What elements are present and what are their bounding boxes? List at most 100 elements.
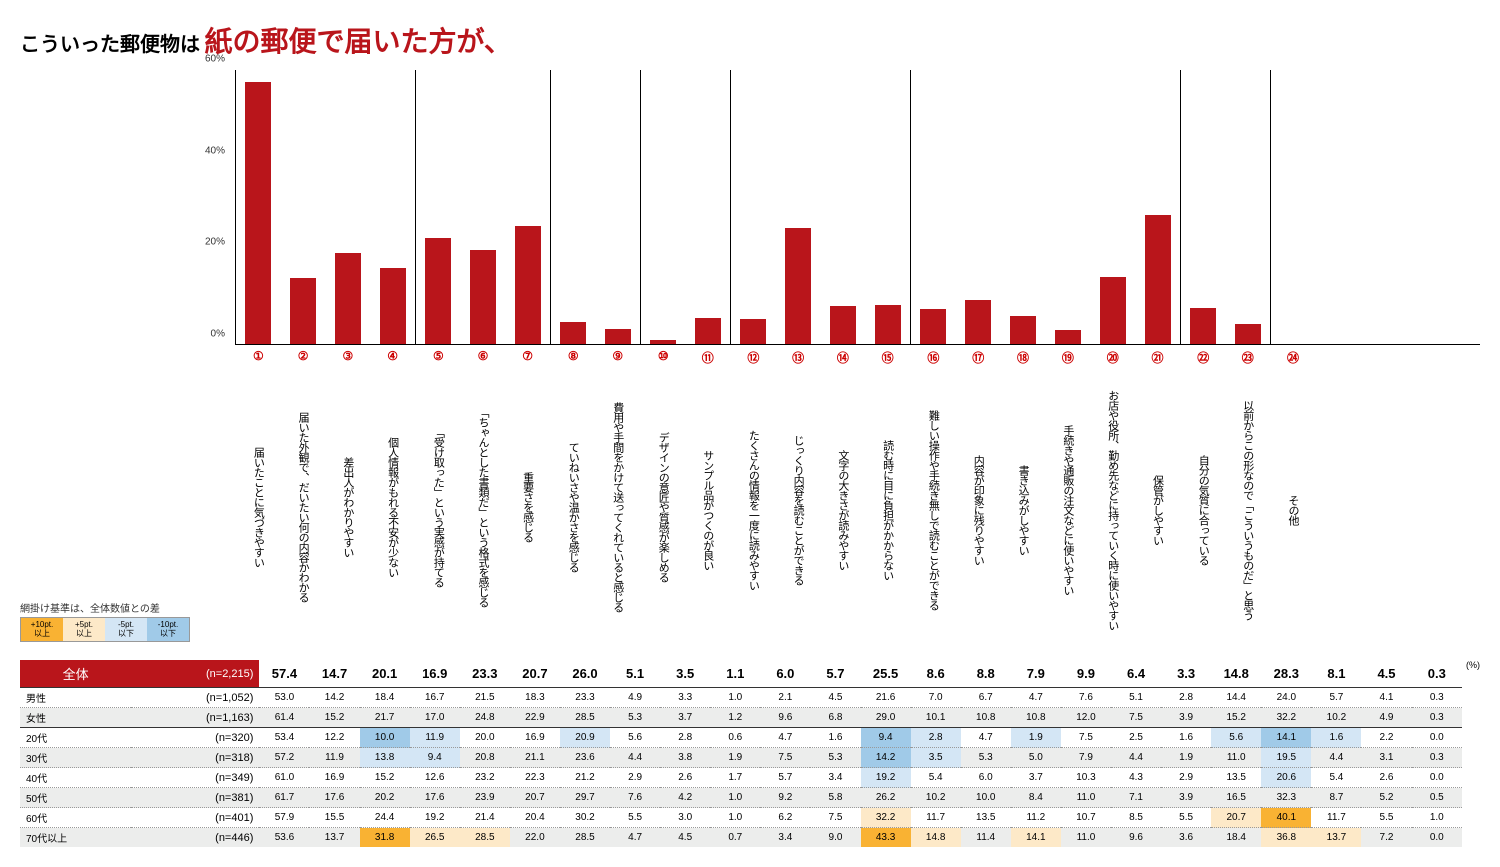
table-cell: 0.7 — [710, 828, 760, 848]
category-number: ⑰ — [965, 349, 991, 366]
category-label: ㉒ 自分の気質に合っている — [1190, 349, 1216, 650]
chart-bar — [380, 268, 406, 345]
table-cell: 10.7 — [1061, 808, 1111, 828]
table-cell: 57.4 — [259, 660, 309, 688]
category-number: ⑧ — [560, 349, 586, 363]
category-label: ③ 差出人がわかりやすい — [335, 349, 361, 650]
table-cell: 22.3 — [510, 768, 560, 788]
page-title: こういった郵便物は 紙の郵便で届いた方が、 — [20, 20, 1480, 60]
table-cell: 5.5 — [1161, 808, 1211, 828]
table-cell: 7.6 — [1061, 688, 1111, 708]
table-cell: 13.8 — [360, 748, 410, 768]
table-cell: 1.9 — [1011, 728, 1061, 748]
table-cell: 2.9 — [1161, 768, 1211, 788]
table-cell: 7.1 — [1111, 788, 1161, 808]
table-cell: 12.6 — [410, 768, 460, 788]
table-cell: 26.2 — [861, 788, 911, 808]
table-cell: 32.2 — [1261, 708, 1311, 728]
table-cell: 1.0 — [1412, 808, 1462, 828]
row-n: (n=381) — [131, 788, 259, 808]
table-cell: 10.8 — [1011, 708, 1061, 728]
table-cell: 32.3 — [1261, 788, 1311, 808]
table-cell: 3.7 — [1011, 768, 1061, 788]
table-cell: 5.0 — [1011, 748, 1061, 768]
table-row: 男性 (n=1,052) 53.014.218.416.721.518.323.… — [20, 688, 1462, 708]
table-cell: 2.2 — [1361, 728, 1411, 748]
chart-bar — [875, 305, 901, 345]
chart-bar — [470, 250, 496, 345]
table-cell: 7.2 — [1361, 828, 1411, 848]
table-cell: 9.4 — [410, 748, 460, 768]
table-cell: 4.7 — [610, 828, 660, 848]
table-cell: 14.7 — [309, 660, 359, 688]
table-cell: 4.5 — [1361, 660, 1411, 688]
table-cell: 21.4 — [460, 808, 510, 828]
table-cell: 11.9 — [410, 728, 460, 748]
category-label: ㉔ その他 — [1280, 349, 1306, 650]
table-cell: 7.9 — [1061, 748, 1111, 768]
table-row: 50代 (n=381) 61.717.620.217.623.920.729.7… — [20, 788, 1462, 808]
table-cell: 40.1 — [1261, 808, 1311, 828]
chart-bar — [425, 238, 451, 345]
table-cell: 31.8 — [360, 828, 410, 848]
table-cell: 2.1 — [760, 688, 810, 708]
category-text: 保管がしやすい — [1150, 370, 1166, 650]
table-cell: 21.2 — [560, 768, 610, 788]
y-axis-label: 20% — [205, 237, 225, 248]
table-cell: 61.4 — [259, 708, 309, 728]
row-name: 50代 — [20, 788, 131, 808]
legend-cell: -10pt.以下 — [147, 618, 189, 641]
chart-bar — [245, 82, 271, 345]
legend-cell: -5pt.以下 — [105, 618, 147, 641]
category-number: ⑮ — [875, 349, 901, 366]
table-cell: 2.6 — [660, 768, 710, 788]
table-cell: 2.8 — [660, 728, 710, 748]
table-cell: 0.3 — [1412, 708, 1462, 728]
category-label: ⑫ たくさんの情報を一度に読みやすい — [740, 349, 766, 650]
table-cell: 28.5 — [460, 828, 510, 848]
table-cell: 7.5 — [1111, 708, 1161, 728]
table-cell: 5.6 — [610, 728, 660, 748]
table-cell: 6.7 — [961, 688, 1011, 708]
table-cell: 3.0 — [660, 808, 710, 828]
row-n: (n=401) — [131, 808, 259, 828]
table-cell: 2.5 — [1111, 728, 1161, 748]
category-text: 難しい操作や手続き無しで読むことができる — [925, 370, 941, 650]
table-cell: 20.7 — [510, 660, 560, 688]
table-cell: 7.5 — [760, 748, 810, 768]
category-text: 以前からこの形なので「こういうものだ」と思う — [1240, 370, 1256, 650]
table-cell: 1.2 — [710, 708, 760, 728]
table-cell: 26.5 — [410, 828, 460, 848]
title-highlight: 紙の郵便で届いた方が、 — [204, 26, 511, 57]
category-text: 費用や手間をかけて送ってくれていると感じる — [610, 367, 626, 647]
chart-bar — [335, 253, 361, 345]
category-text: じっくり内容を読むことができる — [790, 370, 806, 650]
category-text: 内容が印象に残りやすい — [970, 370, 986, 650]
category-text: 「ちゃんとした書類だ」という格式を感じる — [475, 367, 491, 647]
table-cell: 7.9 — [1011, 660, 1061, 688]
table-cell: 14.2 — [309, 688, 359, 708]
percent-label: (%) — [1462, 660, 1480, 670]
table-cell: 5.4 — [1311, 768, 1361, 788]
table-cell: 19.5 — [1261, 748, 1311, 768]
table-cell: 10.2 — [911, 788, 961, 808]
table-cell: 57.9 — [259, 808, 309, 828]
table-cell: 0.5 — [1412, 788, 1462, 808]
table-cell: 53.4 — [259, 728, 309, 748]
table-cell: 1.9 — [1161, 748, 1211, 768]
table-cell: 10.0 — [360, 728, 410, 748]
table-cell: 5.5 — [1361, 808, 1411, 828]
category-label: ⑨ 費用や手間をかけて送ってくれていると感じる — [605, 349, 631, 650]
table-cell: 10.0 — [961, 788, 1011, 808]
chart-bar — [1190, 308, 1216, 345]
table-cell: 32.2 — [861, 808, 911, 828]
table-cell: 24.8 — [460, 708, 510, 728]
chart-bar — [740, 319, 766, 345]
table-cell: 4.5 — [810, 688, 860, 708]
title-prefix: こういった郵便物は — [20, 34, 200, 56]
table-cell: 2.8 — [1161, 688, 1211, 708]
table-cell: 11.9 — [309, 748, 359, 768]
category-number: ⑥ — [470, 349, 496, 363]
table-cell: 13.7 — [309, 828, 359, 848]
table-cell: 11.2 — [1011, 808, 1061, 828]
